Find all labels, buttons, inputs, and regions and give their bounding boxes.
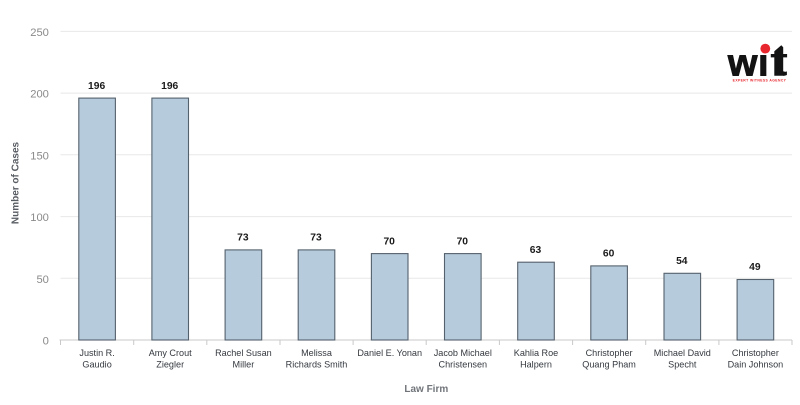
svg-text:Ziegler: Ziegler <box>156 360 184 370</box>
svg-text:Daniel E. Yonan: Daniel E. Yonan <box>357 348 422 358</box>
svg-text:0: 0 <box>43 336 49 348</box>
svg-text:150: 150 <box>30 150 49 162</box>
svg-text:Kahlia Roe: Kahlia Roe <box>514 348 559 358</box>
svg-text:Law Firm: Law Firm <box>404 384 448 395</box>
svg-text:Justin R.: Justin R. <box>79 348 114 358</box>
svg-text:250: 250 <box>30 27 49 39</box>
svg-text:Christopher: Christopher <box>586 348 633 358</box>
svg-text:Richards Smith: Richards Smith <box>286 360 348 370</box>
svg-text:73: 73 <box>237 233 249 244</box>
svg-text:Number of Cases: Number of Cases <box>11 141 22 224</box>
svg-text:Amy Crout: Amy Crout <box>149 348 192 358</box>
svg-text:50: 50 <box>36 274 48 286</box>
svg-text:54: 54 <box>676 256 688 267</box>
svg-text:Christensen: Christensen <box>439 360 488 370</box>
svg-text:Dain Johnson: Dain Johnson <box>728 360 784 370</box>
svg-text:Rachel Susan: Rachel Susan <box>215 348 272 358</box>
svg-text:wı: wı <box>727 43 769 85</box>
svg-text:Michael David: Michael David <box>654 348 711 358</box>
svg-text:EXPERT WITNESS AGENCY: EXPERT WITNESS AGENCY <box>733 78 787 82</box>
svg-text:Christopher: Christopher <box>732 348 779 358</box>
svg-text:Quang Pham: Quang Pham <box>582 360 636 370</box>
svg-text:Gaudio: Gaudio <box>82 360 111 370</box>
svg-text:Miller: Miller <box>233 360 255 370</box>
svg-text:196: 196 <box>161 81 178 92</box>
svg-text:63: 63 <box>530 245 542 256</box>
svg-text:70: 70 <box>457 236 469 247</box>
svg-text:70: 70 <box>383 236 395 247</box>
svg-text:196: 196 <box>88 81 105 92</box>
svg-text:200: 200 <box>30 89 49 101</box>
svg-text:Halpern: Halpern <box>520 360 552 370</box>
svg-text:49: 49 <box>749 262 761 273</box>
svg-text:60: 60 <box>603 249 615 260</box>
svg-text:100: 100 <box>30 212 49 224</box>
svg-text:Melissa: Melissa <box>301 348 333 358</box>
svg-text:Jacob Michael: Jacob Michael <box>434 348 492 358</box>
svg-text:73: 73 <box>310 233 322 244</box>
svg-text:Specht: Specht <box>668 360 697 370</box>
